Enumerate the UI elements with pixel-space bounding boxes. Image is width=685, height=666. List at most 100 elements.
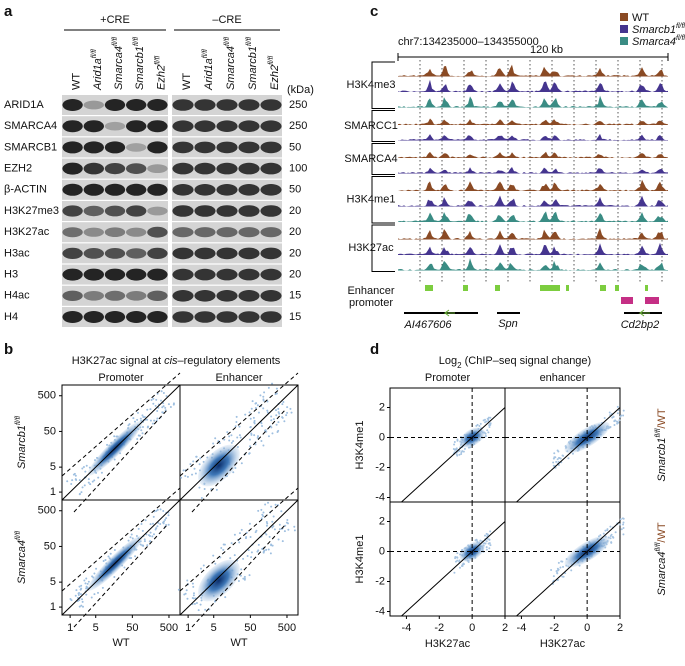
point — [253, 434, 256, 437]
band — [216, 205, 238, 217]
point — [264, 503, 267, 506]
point — [78, 492, 81, 495]
point — [240, 568, 243, 571]
point — [85, 577, 88, 580]
signal-track — [398, 228, 668, 240]
point — [148, 540, 151, 543]
point — [151, 522, 154, 525]
band — [147, 290, 168, 301]
enhancer — [645, 285, 648, 291]
title-part: (ChIP–seq signal change) — [462, 355, 592, 367]
fold-line — [73, 523, 169, 628]
point — [161, 411, 164, 414]
point — [602, 532, 605, 535]
point — [259, 394, 262, 397]
point — [230, 434, 233, 437]
point — [561, 560, 564, 563]
track-bracket — [371, 110, 395, 142]
signal-track — [398, 179, 668, 191]
point — [286, 406, 289, 409]
band — [194, 120, 216, 132]
legend-label: Smarca4fl/fl — [632, 35, 685, 48]
point — [192, 592, 195, 595]
point — [84, 470, 87, 473]
point — [270, 419, 273, 422]
diagonal — [61, 499, 181, 616]
point — [139, 543, 142, 546]
promoter — [621, 297, 633, 304]
point — [218, 442, 221, 445]
plot-frame — [179, 499, 299, 616]
point — [613, 419, 616, 422]
point — [557, 456, 560, 459]
point — [80, 604, 83, 607]
point — [249, 417, 252, 420]
row-label: H3ac — [4, 247, 30, 259]
point — [270, 543, 273, 546]
point — [454, 560, 457, 563]
y-tick-label: -2 — [375, 575, 385, 587]
signal-track — [398, 79, 668, 92]
y-tick-label: 0 — [379, 545, 385, 557]
point — [141, 544, 144, 547]
point — [131, 537, 134, 540]
fold-line — [73, 408, 169, 513]
point — [266, 522, 269, 525]
point — [271, 432, 274, 435]
point — [616, 412, 619, 415]
point — [81, 598, 84, 601]
point — [278, 523, 281, 526]
point — [263, 549, 266, 552]
point — [89, 483, 92, 486]
band — [172, 247, 194, 260]
point — [152, 402, 155, 405]
point — [199, 457, 202, 460]
point — [270, 426, 273, 429]
point — [567, 457, 570, 460]
signal-track — [398, 211, 668, 222]
point — [79, 593, 82, 596]
band — [126, 205, 147, 217]
point — [146, 418, 149, 421]
band — [260, 227, 282, 238]
band — [238, 184, 260, 196]
point — [128, 423, 131, 426]
point — [191, 473, 194, 476]
column-header: Enhancer — [215, 372, 262, 384]
point — [287, 528, 290, 531]
point — [195, 455, 198, 458]
legend-swatch — [620, 37, 628, 45]
point — [271, 520, 274, 523]
point — [265, 548, 268, 551]
lane-label-sup: fl/fl — [134, 37, 141, 46]
band — [194, 268, 216, 281]
point — [272, 515, 275, 518]
point — [489, 422, 492, 425]
band — [172, 205, 194, 217]
point — [233, 554, 236, 557]
point — [151, 535, 154, 538]
kda-label: 20 — [289, 226, 301, 238]
point — [246, 555, 249, 558]
band — [147, 247, 168, 259]
point — [559, 457, 562, 460]
signal-track — [398, 258, 668, 271]
diagonal — [516, 407, 621, 503]
point — [285, 521, 288, 524]
point — [484, 432, 487, 435]
point — [253, 419, 256, 422]
band — [238, 120, 260, 132]
point — [609, 537, 612, 540]
point — [478, 424, 481, 427]
point — [84, 582, 87, 585]
band — [216, 227, 238, 238]
point — [81, 605, 84, 608]
point — [223, 438, 226, 441]
band — [126, 143, 147, 152]
point — [154, 528, 157, 531]
lane-label-sup: fl/fl — [268, 56, 275, 65]
x-tick-label: 2 — [502, 622, 508, 634]
track-label: H3K4me3 — [347, 79, 396, 91]
y-tick-label: 500 — [38, 390, 56, 402]
point — [93, 593, 96, 596]
